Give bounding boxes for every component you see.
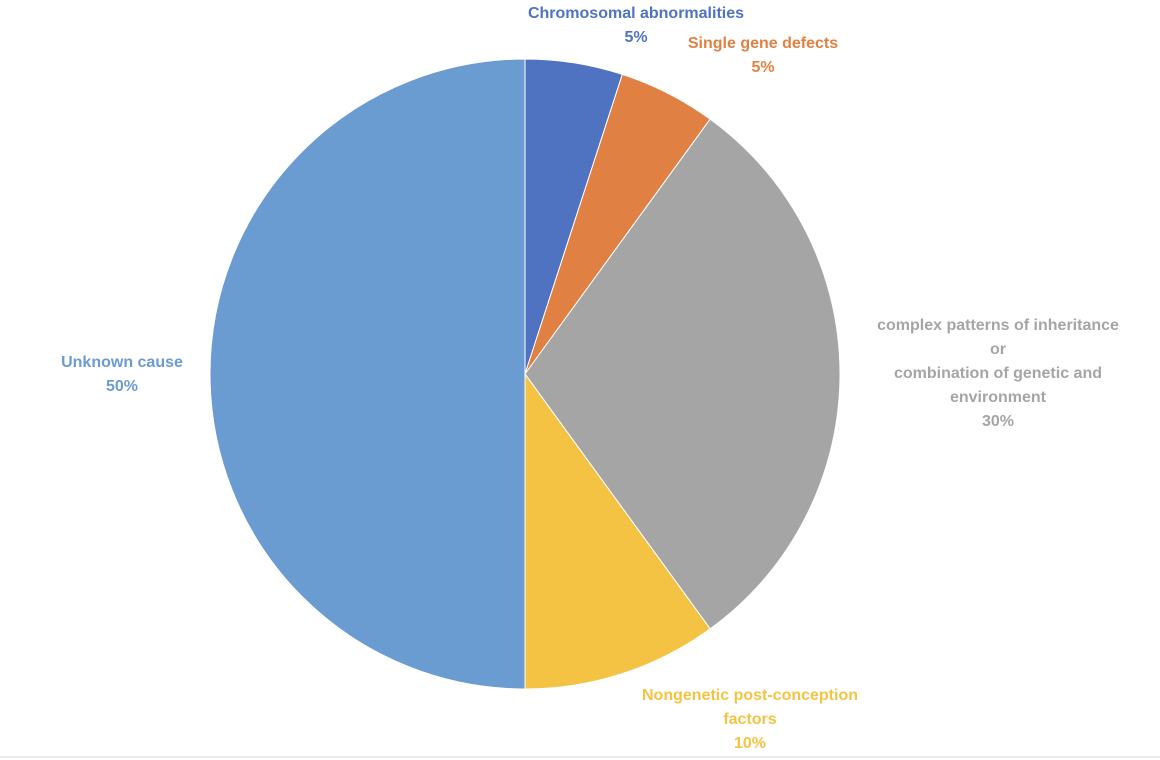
pie-slice — [524, 372, 711, 690]
value-label: 5% — [624, 29, 647, 46]
slice-label: Nongenetic post-conception factors — [642, 687, 858, 728]
slice-label: Unknown cause — [61, 354, 183, 371]
value-label: 30% — [982, 413, 1014, 430]
pie-slice — [209, 58, 526, 690]
pie-slice — [524, 118, 841, 630]
slice-label: Chromosomal abnormalities — [528, 5, 744, 22]
slice-label: complex patterns of inheritance or combina… — [877, 317, 1119, 406]
value-label: 50% — [106, 378, 138, 395]
value-label: 10% — [734, 735, 766, 752]
value-label: 5% — [751, 59, 774, 76]
slice-label: Single gene defects — [688, 35, 838, 52]
